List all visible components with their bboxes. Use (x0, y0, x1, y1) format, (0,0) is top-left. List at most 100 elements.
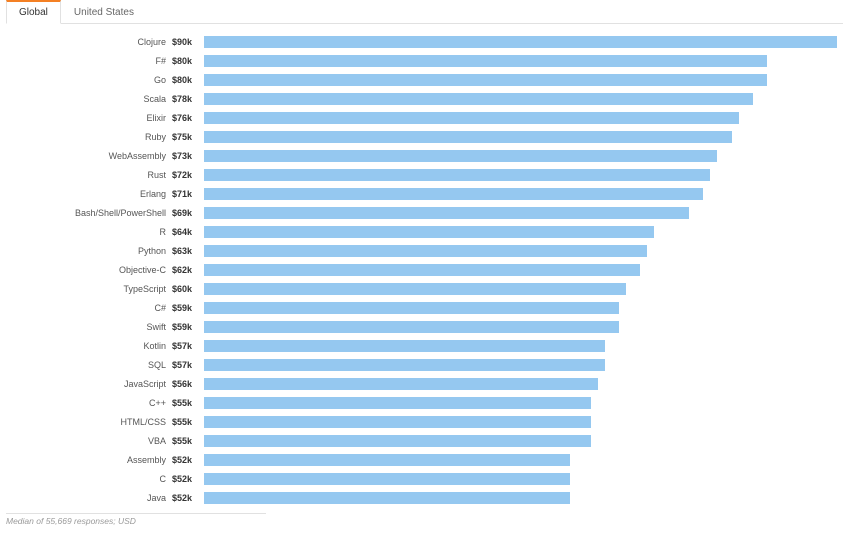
bar-track (204, 359, 837, 371)
bar-track (204, 150, 837, 162)
chart-row: Go$80k (0, 70, 843, 89)
chart-row: C$52k (0, 469, 843, 488)
bar (204, 454, 570, 466)
row-value: $59k (172, 322, 204, 332)
row-value: $78k (172, 94, 204, 104)
bar (204, 131, 732, 143)
row-label: Kotlin (0, 341, 172, 351)
row-value: $73k (172, 151, 204, 161)
row-value: $76k (172, 113, 204, 123)
row-value: $90k (172, 37, 204, 47)
chart-row: F#$80k (0, 51, 843, 70)
row-label: R (0, 227, 172, 237)
bar-track (204, 378, 837, 390)
chart-row: R$64k (0, 222, 843, 241)
row-value: $59k (172, 303, 204, 313)
bar-track (204, 492, 837, 504)
chart-row: VBA$55k (0, 431, 843, 450)
row-value: $75k (172, 132, 204, 142)
row-label: Scala (0, 94, 172, 104)
row-value: $55k (172, 436, 204, 446)
bar-track (204, 207, 837, 219)
row-label: HTML/CSS (0, 417, 172, 427)
row-label: SQL (0, 360, 172, 370)
bar-track (204, 188, 837, 200)
chart-row: Clojure$90k (0, 32, 843, 51)
bar (204, 55, 767, 67)
bar (204, 150, 717, 162)
footnote-text: Median of 55,669 responses; USD (6, 514, 266, 526)
bar (204, 416, 591, 428)
row-value: $63k (172, 246, 204, 256)
row-label: Elixir (0, 113, 172, 123)
chart-row: Rust$72k (0, 165, 843, 184)
bar-track (204, 321, 837, 333)
bar-track (204, 226, 837, 238)
chart-row: WebAssembly$73k (0, 146, 843, 165)
chart-row: Bash/Shell/PowerShell$69k (0, 203, 843, 222)
bar (204, 397, 591, 409)
bar-track (204, 416, 837, 428)
bar-track (204, 435, 837, 447)
chart-row: Scala$78k (0, 89, 843, 108)
tab-label: Global (19, 7, 48, 18)
chart-row: C++$55k (0, 393, 843, 412)
row-value: $69k (172, 208, 204, 218)
row-label: Rust (0, 170, 172, 180)
row-label: Assembly (0, 455, 172, 465)
tabs: Global United States (6, 0, 843, 24)
row-label: VBA (0, 436, 172, 446)
chart-row: Elixir$76k (0, 108, 843, 127)
tab-label: United States (74, 7, 134, 18)
bar-track (204, 55, 837, 67)
tab-global[interactable]: Global (6, 0, 61, 24)
bar-track (204, 36, 837, 48)
row-label: Swift (0, 322, 172, 332)
chart-row: Python$63k (0, 241, 843, 260)
row-label: Bash/Shell/PowerShell (0, 208, 172, 218)
row-value: $55k (172, 398, 204, 408)
chart-row: TypeScript$60k (0, 279, 843, 298)
row-value: $55k (172, 417, 204, 427)
bar (204, 492, 570, 504)
bar-track (204, 93, 837, 105)
bar (204, 321, 619, 333)
row-label: WebAssembly (0, 151, 172, 161)
row-label: JavaScript (0, 379, 172, 389)
bar-track (204, 397, 837, 409)
row-value: $57k (172, 360, 204, 370)
row-value: $56k (172, 379, 204, 389)
chart-row: C#$59k (0, 298, 843, 317)
row-value: $71k (172, 189, 204, 199)
chart-row: Objective-C$62k (0, 260, 843, 279)
bar-track (204, 454, 837, 466)
chart-row: Assembly$52k (0, 450, 843, 469)
tab-united-states[interactable]: United States (61, 0, 147, 23)
chart-row: JavaScript$56k (0, 374, 843, 393)
chart-row: Swift$59k (0, 317, 843, 336)
row-label: C++ (0, 398, 172, 408)
footnote-container: Median of 55,669 responses; USD (6, 513, 266, 526)
bar (204, 473, 570, 485)
chart-row: Kotlin$57k (0, 336, 843, 355)
bar-track (204, 245, 837, 257)
bar-track (204, 473, 837, 485)
bar (204, 264, 640, 276)
row-value: $80k (172, 56, 204, 66)
bar (204, 302, 619, 314)
bar (204, 112, 739, 124)
row-value: $52k (172, 455, 204, 465)
row-label: C (0, 474, 172, 484)
bar (204, 207, 689, 219)
chart-row: Erlang$71k (0, 184, 843, 203)
bar-track (204, 264, 837, 276)
bar (204, 435, 591, 447)
row-value: $57k (172, 341, 204, 351)
chart-row: Java$52k (0, 488, 843, 507)
bar (204, 378, 598, 390)
row-label: Objective-C (0, 265, 172, 275)
chart-row: SQL$57k (0, 355, 843, 374)
bar-track (204, 283, 837, 295)
bar (204, 188, 703, 200)
row-label: F# (0, 56, 172, 66)
